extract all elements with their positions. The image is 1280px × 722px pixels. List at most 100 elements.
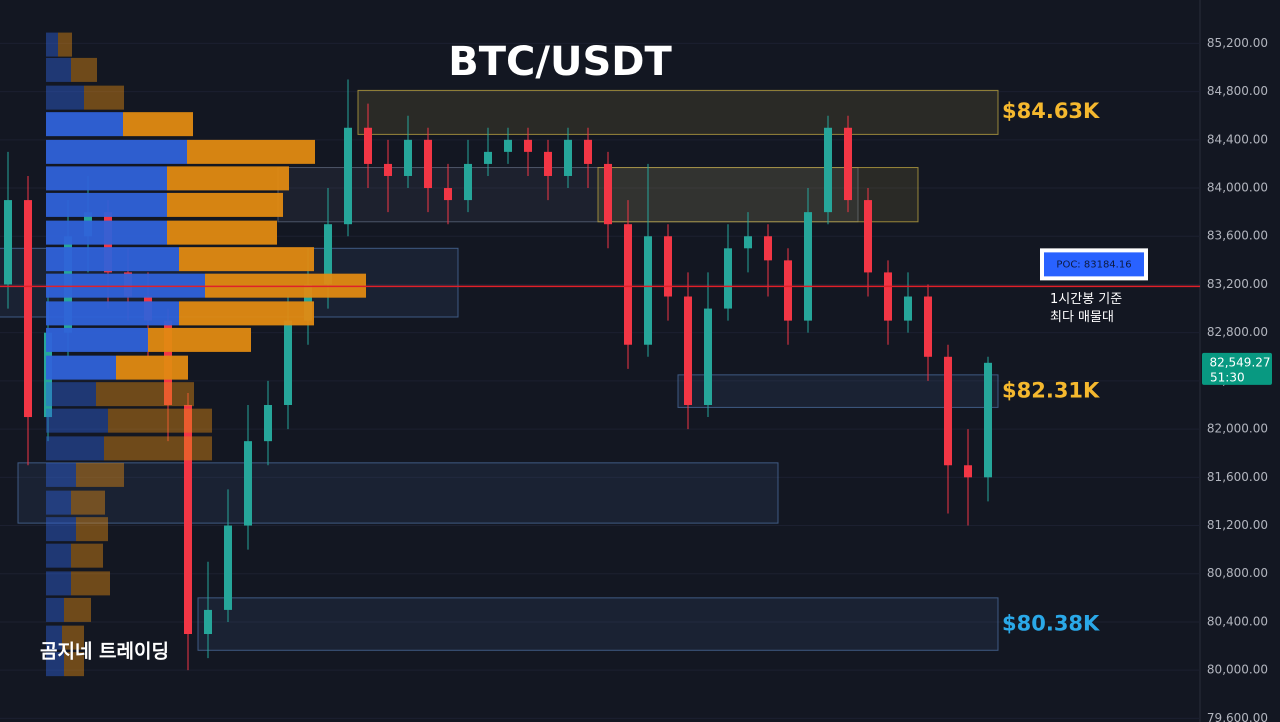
profile-sell: [84, 85, 124, 110]
y-tick-label: 80,000.00: [1207, 663, 1268, 677]
candle-body: [444, 188, 452, 201]
candle-body: [784, 260, 792, 321]
y-tick-label: 81,200.00: [1207, 518, 1268, 532]
candle-body: [224, 525, 232, 610]
candle-body: [844, 127, 852, 201]
candle-body: [864, 200, 872, 273]
candle-body: [504, 139, 512, 152]
profile-sell: [148, 327, 251, 352]
candle-body: [904, 296, 912, 321]
y-tick-label: 84,000.00: [1207, 181, 1268, 195]
profile-sell: [76, 462, 124, 487]
profile-sell: [167, 192, 283, 217]
profile-buy: [46, 85, 84, 110]
candle-body: [584, 139, 592, 164]
profile-sell: [108, 408, 212, 433]
profile-sell: [167, 220, 277, 245]
profile-sell: [71, 571, 110, 596]
candle-body: [284, 320, 292, 405]
candle-body: [4, 200, 12, 285]
candle-body: [984, 362, 992, 478]
profile-sell: [64, 597, 91, 622]
profile-sell: [187, 139, 315, 164]
profile-sell: [179, 301, 314, 326]
candle-body: [244, 441, 252, 526]
profile-sell: [71, 543, 103, 568]
candle-body: [324, 224, 332, 285]
profile-buy: [46, 517, 76, 542]
y-tick-label: 83,600.00: [1207, 229, 1268, 243]
profile-buy: [46, 625, 62, 650]
profile-buy: [46, 597, 64, 622]
profile-sell: [104, 436, 212, 461]
candle-body: [424, 139, 432, 189]
last-price-tag: [1202, 352, 1272, 385]
candle-body: [344, 127, 352, 225]
poc-label: POC: 83184.16: [1056, 259, 1131, 270]
last-price-label: 82,549.27: [1209, 355, 1270, 369]
candle-body: [364, 127, 372, 164]
chart-title: BTC/USDT: [448, 39, 672, 85]
y-tick-label: 82,800.00: [1207, 325, 1268, 339]
y-tick-label: 83,200.00: [1207, 277, 1268, 291]
candle-body: [704, 308, 712, 405]
y-tick-label: 84,800.00: [1207, 84, 1268, 98]
profile-sell: [71, 57, 97, 82]
watermark: 곰지네 트레이딩: [40, 641, 169, 663]
profile-buy: [46, 112, 123, 137]
candle-body: [744, 236, 752, 249]
profile-sell: [167, 166, 289, 191]
y-tick-label: 79,600.00: [1207, 711, 1268, 722]
zone: [17, 462, 779, 524]
profile-buy: [46, 192, 167, 217]
zone-label: $80.38K: [1002, 611, 1100, 635]
candle-body: [684, 296, 692, 405]
zone-label: $82.31K: [1002, 379, 1100, 403]
candle-body: [644, 236, 652, 345]
candle-body: [564, 139, 572, 176]
candle-body: [604, 163, 612, 225]
candle-body: [184, 404, 192, 635]
profile-buy: [46, 139, 187, 164]
profile-sell: [71, 490, 105, 515]
profile-buy: [46, 382, 96, 407]
zone: [597, 167, 919, 223]
y-tick-label: 85,200.00: [1207, 36, 1268, 50]
candle-body: [884, 272, 892, 321]
profile-sell: [116, 355, 188, 380]
profile-buy: [46, 57, 71, 82]
profile-buy: [46, 462, 76, 487]
profile-sell: [58, 32, 72, 57]
y-tick-label: 80,400.00: [1207, 614, 1268, 628]
profile-buy: [46, 166, 167, 191]
y-tick-label: 84,400.00: [1207, 132, 1268, 146]
profile-buy: [46, 408, 108, 433]
profile-buy: [46, 490, 71, 515]
profile-buy: [46, 543, 71, 568]
profile-sell: [123, 112, 193, 137]
profile-buy: [46, 220, 167, 245]
candle-body: [964, 465, 972, 478]
poc-note: 1시간봉 기준: [1050, 292, 1122, 307]
profile-buy: [46, 32, 58, 57]
profile-sell: [64, 652, 84, 677]
candle-body: [824, 127, 832, 213]
candle-body: [544, 151, 552, 176]
countdown: 51:30: [1210, 370, 1245, 384]
candle-body: [204, 609, 212, 635]
candle-body: [484, 151, 492, 164]
candle-body: [924, 296, 932, 357]
profile-buy: [46, 301, 179, 326]
candle-body: [464, 163, 472, 201]
profile-sell: [76, 517, 108, 542]
candle-body: [624, 224, 632, 345]
candle-body: [384, 163, 392, 176]
profile-sell: [96, 382, 194, 407]
zone-label: $84.63K: [1002, 99, 1100, 123]
y-tick-label: 80,800.00: [1207, 566, 1268, 580]
candle-body: [944, 356, 952, 466]
profile-buy: [46, 571, 71, 596]
zone: [197, 597, 999, 651]
poc-box: [1044, 252, 1144, 277]
